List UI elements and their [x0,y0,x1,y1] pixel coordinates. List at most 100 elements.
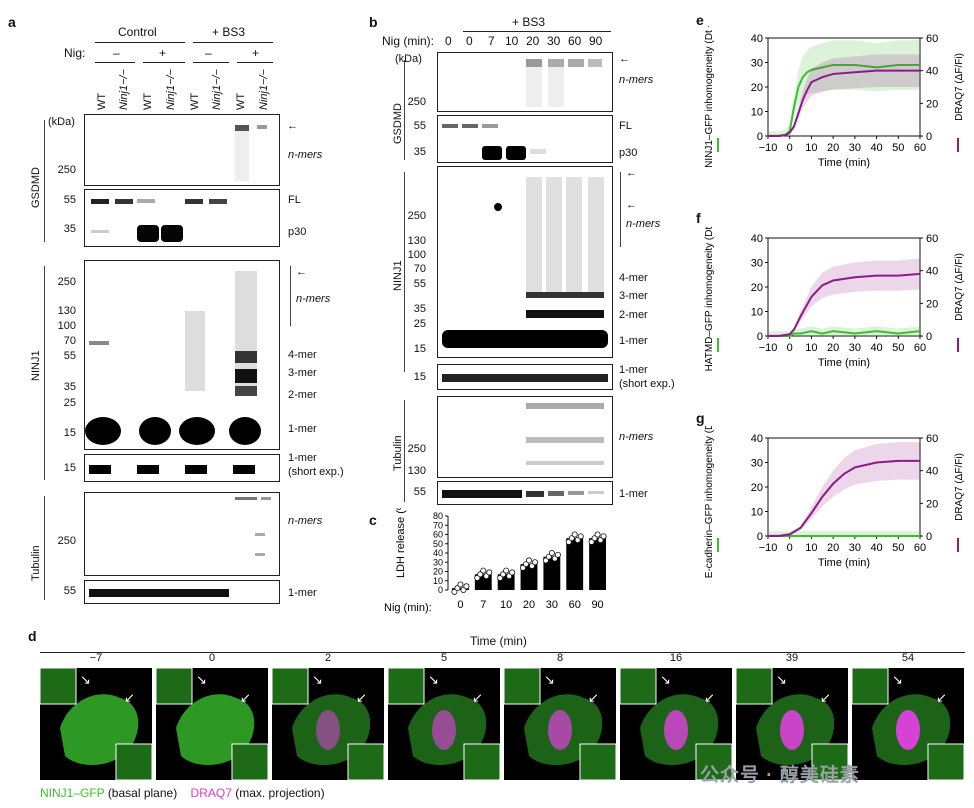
point [457,581,464,588]
micrograph: ↘ ↙ [620,668,732,780]
4mer-annot: 4-mer [619,272,648,284]
nucleus [896,710,920,750]
bar [566,538,584,590]
legend-draq7-suffix: (max. projection) [235,786,325,800]
series-band [768,442,920,536]
point [480,567,487,574]
arrow-marker: ↙ [240,690,251,705]
bar [589,538,606,590]
y-tick-label: 70 [433,520,443,530]
x-axis-label: Time (min) [818,157,870,169]
x-tick-label: 30 [849,342,861,354]
arrow-marker: ↘ [892,672,903,687]
micrograph: ↘ ↙ [388,668,500,780]
arrow-marker: ↘ [428,672,439,687]
point [577,533,584,540]
right-axis-label: DRAQ7 (ΔF/Fi) [954,253,965,321]
left-tick-label: 40 [751,33,763,45]
gsdmd-fl-blot-a [84,189,280,247]
left-tick-label: 40 [751,233,763,245]
left-tick-label: 40 [751,433,763,445]
lane-header: WT [142,92,154,110]
left-tick-label: 0 [757,131,763,143]
mw-marker: 15 [63,462,76,474]
right-tick-label: 40 [926,66,938,78]
left-axis-label: HATMD–GFP inhomogeneity (Dt − Di) [704,226,715,371]
x-tick-label: 10 [500,599,512,611]
1mer-annot: 1-mer [619,488,648,500]
tubulin-1mer-blot-b [437,481,613,505]
x-tick-label: 60 [914,142,926,154]
ninj1-bracket [44,266,45,480]
watermark: 公众号 · 醇美硅素 [700,765,860,786]
left-tick-label: 30 [751,258,763,270]
nucleus [664,710,688,750]
time-label: 10 [505,34,519,48]
series-line [768,272,921,337]
mw-marker: 55 [413,120,426,132]
ninj1-short-blot-a [84,454,280,482]
point [525,557,532,564]
series-line [768,459,920,537]
arrow-marker: ↙ [124,690,135,705]
left-tick-label: 10 [751,507,763,519]
micrograph: ↘ ↙ [272,668,384,780]
x-tick-label: 0 [787,342,793,354]
tubulin-bracket [404,400,405,502]
gsdmd-bracket [404,60,405,160]
p30-annot: p30 [288,226,307,238]
nucleus [548,710,572,750]
inset-bottom [695,743,732,780]
x-tick-label: −10 [759,342,778,354]
mw-marker: 250 [57,164,76,176]
inset-bottom [115,743,152,780]
x-tick-label: 40 [870,142,882,154]
y-tick-label: 10 [433,576,443,586]
time-label: 0 [466,34,473,48]
panel-a-label: a [8,14,16,30]
time-label: 30 [547,34,561,48]
x-tick-label: 20 [827,342,839,354]
right-axis-label: DRAQ7 (ΔF/Fi) [954,53,965,121]
micro-time-label: 2 [324,652,332,664]
inset-top [388,668,425,705]
inset-bottom [579,743,616,780]
inset-top [272,668,309,705]
x-tick-label: 0 [787,542,793,554]
nucleus [780,710,804,750]
mw-marker: 35 [63,381,76,393]
left-tick-label: 20 [751,482,763,494]
left-axis-label: NINJ1–GFP inhomogeneity (Dt − Di) [704,26,715,168]
x-tick-label: 20 [523,599,535,611]
gsdmd-label-b: GSDMD [392,103,404,144]
micro-time-label: 39 [785,652,799,664]
nmers-annot: n-mers [288,149,323,161]
nmers-bracket [290,266,291,326]
panel-e-label: e [696,12,704,28]
right-tick-label: 0 [926,131,932,143]
nmers-annot: n-mers [288,515,323,527]
x-tick-label: 20 [827,542,839,554]
2mer-annot: 2-mer [619,309,648,321]
micrograph: ↘ ↙ [504,668,616,780]
x-tick-label: 50 [892,342,904,354]
arrow-marker: ↘ [544,672,555,687]
x-tick-label: 10 [805,342,817,354]
right-tick-label: 60 [926,33,938,45]
series-band [768,258,920,336]
bar [452,588,469,590]
nig-underline [237,62,273,63]
point [463,583,470,590]
arrow-marker: ← [626,167,637,179]
time-label: 90 [589,34,603,48]
nig-label-a: Nig: [64,46,86,60]
left-tick-label: 10 [751,307,763,319]
nig-value: – [113,46,120,60]
right-tick-label: 20 [926,498,938,510]
time-label: 7 [488,34,495,48]
left-tick-label: 10 [751,107,763,119]
mw-marker: 55 [63,585,76,597]
nmers-annot: n-mers [296,293,331,305]
